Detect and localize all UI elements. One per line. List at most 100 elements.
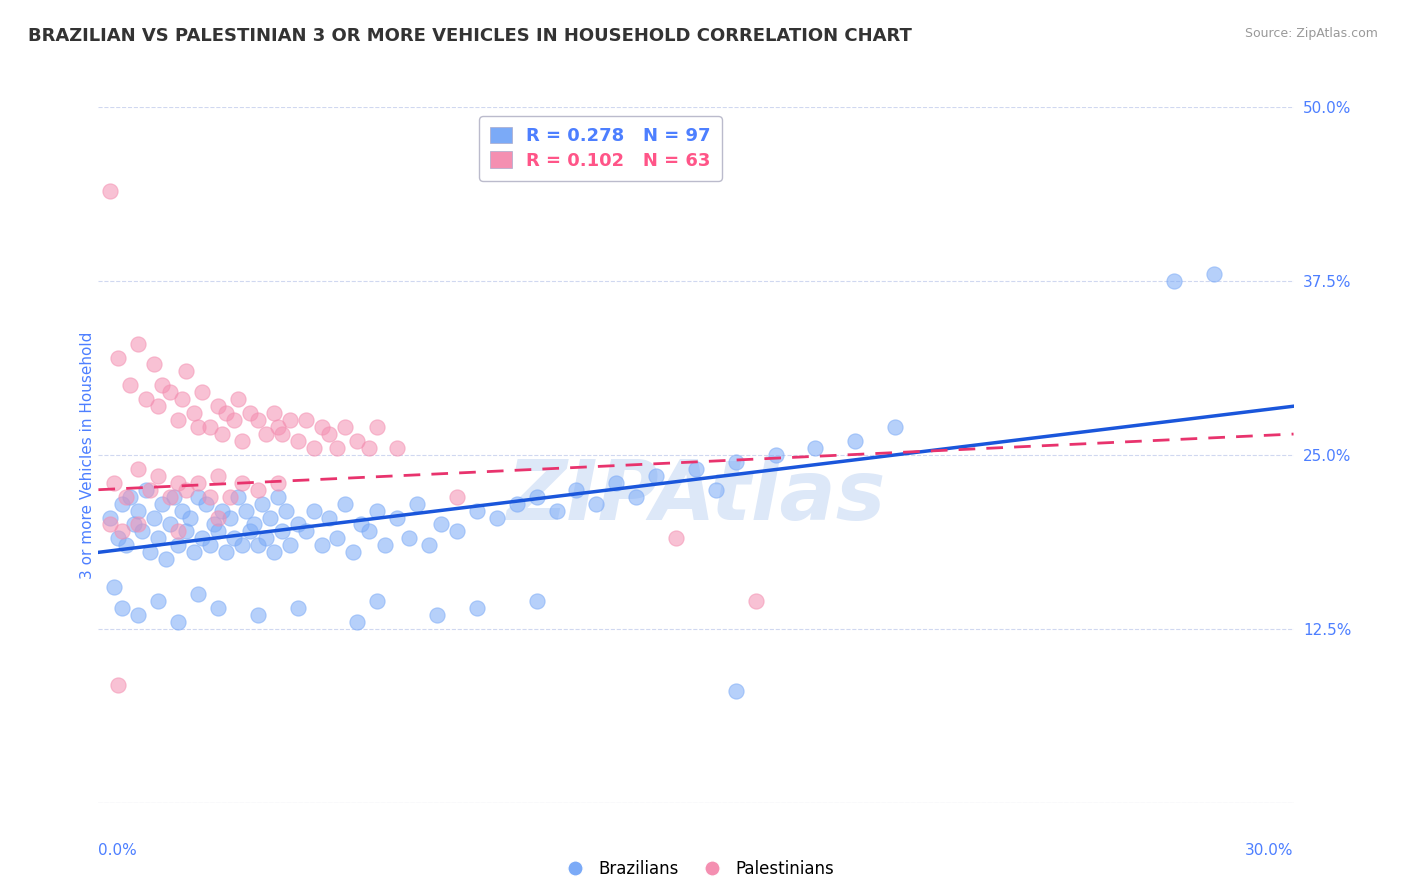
Point — [174, 524, 197, 539]
Point — [270, 524, 292, 539]
Point — [685, 462, 707, 476]
Point — [139, 483, 162, 497]
Point — [465, 503, 488, 517]
Point — [270, 427, 292, 442]
Point — [398, 532, 420, 546]
Point — [426, 607, 449, 622]
Point — [167, 413, 190, 427]
Point — [207, 468, 229, 483]
Point — [745, 594, 768, 608]
Point — [222, 532, 245, 546]
Point — [191, 532, 214, 546]
Point — [195, 497, 218, 511]
Point — [263, 545, 285, 559]
Point — [844, 434, 866, 448]
Point — [103, 475, 125, 490]
Point — [346, 434, 368, 448]
Point — [143, 510, 166, 524]
Point — [645, 468, 668, 483]
Point — [107, 677, 129, 691]
Point — [183, 406, 205, 420]
Point — [148, 399, 170, 413]
Point — [107, 532, 129, 546]
Point — [274, 503, 297, 517]
Point — [406, 497, 429, 511]
Point — [465, 601, 488, 615]
Point — [418, 538, 440, 552]
Point — [167, 475, 190, 490]
Point — [243, 517, 266, 532]
Point — [294, 413, 316, 427]
Point — [374, 538, 396, 552]
Point — [174, 483, 197, 497]
Point — [446, 524, 468, 539]
Point — [287, 434, 309, 448]
Point — [159, 517, 181, 532]
Point — [250, 497, 273, 511]
Point — [246, 538, 269, 552]
Text: 30.0%: 30.0% — [1246, 843, 1294, 858]
Point — [765, 448, 787, 462]
Point — [187, 490, 209, 504]
Point — [624, 490, 647, 504]
Point — [278, 413, 301, 427]
Text: BRAZILIAN VS PALESTINIAN 3 OR MORE VEHICLES IN HOUSEHOLD CORRELATION CHART: BRAZILIAN VS PALESTINIAN 3 OR MORE VEHIC… — [28, 27, 912, 45]
Point — [884, 420, 907, 434]
Point — [163, 490, 186, 504]
Point — [183, 545, 205, 559]
Point — [155, 552, 177, 566]
Point — [148, 594, 170, 608]
Point — [222, 413, 245, 427]
Point — [150, 378, 173, 392]
Point — [704, 483, 727, 497]
Point — [120, 490, 142, 504]
Legend: Brazilians, Palestinians: Brazilians, Palestinians — [551, 854, 841, 885]
Point — [127, 517, 149, 532]
Point — [202, 517, 225, 532]
Point — [1202, 267, 1225, 281]
Point — [98, 184, 122, 198]
Point — [215, 545, 238, 559]
Point — [302, 503, 325, 517]
Point — [187, 475, 209, 490]
Point — [350, 517, 373, 532]
Point — [219, 510, 242, 524]
Point — [143, 358, 166, 372]
Point — [446, 490, 468, 504]
Point — [605, 475, 627, 490]
Point — [167, 538, 190, 552]
Point — [342, 545, 364, 559]
Point — [127, 607, 149, 622]
Point — [724, 684, 747, 698]
Point — [231, 475, 253, 490]
Point — [207, 524, 229, 539]
Point — [385, 510, 409, 524]
Point — [111, 601, 134, 615]
Point — [187, 587, 209, 601]
Point — [191, 385, 214, 400]
Point — [226, 490, 249, 504]
Point — [231, 434, 253, 448]
Point — [215, 406, 238, 420]
Point — [98, 510, 122, 524]
Point — [111, 497, 134, 511]
Point — [107, 351, 129, 365]
Point — [187, 420, 209, 434]
Point — [326, 441, 349, 455]
Point — [804, 441, 827, 455]
Point — [526, 594, 548, 608]
Point — [246, 607, 269, 622]
Point — [115, 538, 138, 552]
Point — [148, 532, 170, 546]
Point — [150, 497, 173, 511]
Text: ZIPAtlas: ZIPAtlas — [506, 456, 886, 537]
Point — [335, 497, 357, 511]
Point — [278, 538, 301, 552]
Point — [159, 385, 181, 400]
Point — [430, 517, 453, 532]
Point — [98, 517, 122, 532]
Point — [235, 503, 257, 517]
Point — [211, 427, 233, 442]
Point — [359, 524, 381, 539]
Point — [287, 517, 309, 532]
